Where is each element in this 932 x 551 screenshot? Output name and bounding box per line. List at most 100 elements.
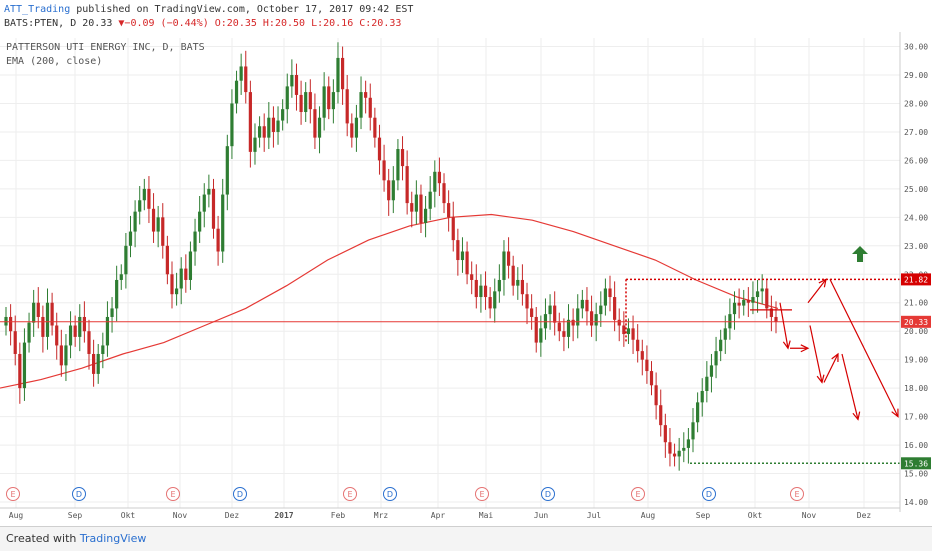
event-marker-e <box>790 487 804 501</box>
x-tick-label: Dez <box>225 511 240 520</box>
ema-layer <box>0 213 779 389</box>
candle-body <box>594 314 598 326</box>
candle-body <box>373 117 377 138</box>
candle-body <box>423 208 428 224</box>
y-tick-label: 23.00 <box>904 242 928 251</box>
candle-body <box>608 288 612 298</box>
candle-body <box>649 371 654 386</box>
candle-body <box>64 345 68 366</box>
candle-body <box>396 149 400 181</box>
candle-body <box>391 180 395 201</box>
x-tick-label: Sep <box>68 511 83 520</box>
event-marker-e <box>343 487 357 501</box>
event-label: D <box>545 490 551 499</box>
tradingview-brand[interactable]: TradingView <box>79 532 147 545</box>
candle-body <box>543 314 548 329</box>
y-tick-label: 14.00 <box>904 498 928 507</box>
candle-body <box>663 425 667 443</box>
candle-body <box>188 251 193 280</box>
price-axis[interactable]: 30.00 29.00 28.00 27.00 26.00 25.00 24.00 23.00… <box>899 32 931 512</box>
candle-body <box>244 66 248 93</box>
candle-body <box>4 316 8 326</box>
candle-body <box>755 291 760 298</box>
candle-body <box>539 328 543 343</box>
candle-body <box>672 453 677 457</box>
candle-body <box>230 103 234 147</box>
x-tick-label: Aug <box>9 511 24 520</box>
candle-body <box>36 302 40 317</box>
projection-arrow-4-head <box>891 408 899 418</box>
candle-body <box>124 245 128 275</box>
candle-body <box>119 274 123 280</box>
candle-body <box>714 351 718 366</box>
projection-arrow-7-head <box>852 411 861 421</box>
candle-body <box>511 265 515 286</box>
candle-body <box>322 86 326 118</box>
candle-body <box>364 92 368 98</box>
footer: Created with TradingView <box>0 526 932 551</box>
candle-body <box>520 279 525 295</box>
candle-body <box>32 302 36 323</box>
projection-arrow-3-head <box>818 278 827 288</box>
candle-body <box>387 180 391 201</box>
y-tick-label: 30.00 <box>904 43 928 52</box>
time-axis[interactable]: Aug Sep Okt Nov Dez 2017 Feb Mrz Apr Mai Jun Jul Aug… <box>0 507 900 520</box>
candle-body <box>405 166 409 204</box>
y-tick-label: 26.00 <box>904 156 928 165</box>
event-label: D <box>237 490 243 499</box>
candle-body <box>603 288 608 306</box>
chart-header: ATT_Trading published on TradingView.com… <box>0 0 932 30</box>
candle-body <box>179 268 183 289</box>
candle-body <box>428 191 432 209</box>
event-marker-d <box>702 487 716 501</box>
candle-body <box>299 94 303 113</box>
projection-arrow-1-head <box>782 340 791 350</box>
candle-body <box>400 149 405 167</box>
candle-body <box>313 109 317 138</box>
candle-body <box>700 390 704 403</box>
candle-body <box>55 325 59 346</box>
event-marker-d <box>72 487 86 501</box>
candle-body <box>382 160 386 181</box>
y-tick-label: 20.00 <box>904 327 928 336</box>
candle-body <box>728 314 732 329</box>
candle-body <box>502 251 506 280</box>
y-tick-label: 19.00 <box>904 356 928 365</box>
author-link[interactable]: ATT_Trading <box>4 4 71 15</box>
x-tick-label: Sep <box>696 511 711 520</box>
candle-body <box>193 231 197 252</box>
candle-body <box>654 385 658 406</box>
candle-body <box>636 339 640 352</box>
candle-body <box>659 405 663 426</box>
candle-body <box>530 308 534 317</box>
candle-body <box>460 251 465 261</box>
created-with-text: Created with <box>6 532 77 545</box>
candle-body <box>631 328 635 340</box>
candle-body <box>267 117 271 138</box>
candle-body <box>133 211 137 232</box>
candle-body <box>41 316 45 337</box>
x-tick-label: Aug <box>641 511 656 520</box>
support-price-label-bg <box>901 457 931 470</box>
candle-body <box>696 402 700 423</box>
support-price-label: 15.36 <box>904 459 928 468</box>
price-chart[interactable]: E D E D E D E D E D E 30.00 29.00 28.00 27.00 26.00 25.… <box>0 32 932 524</box>
candle-body <box>668 442 672 454</box>
candle-body <box>276 120 280 132</box>
x-tick-label: Mrz <box>374 511 389 520</box>
candle-body <box>442 183 446 204</box>
candle-body <box>285 86 289 110</box>
candle-body <box>207 188 211 195</box>
candle-body <box>336 57 340 93</box>
candle-body <box>50 302 54 326</box>
event-label: D <box>706 490 712 499</box>
y-tick-label: 29.00 <box>904 71 928 80</box>
candle-body <box>677 450 681 457</box>
up-arrow-icon <box>852 246 868 262</box>
candle-body <box>691 422 695 440</box>
candle-body <box>493 291 497 309</box>
x-tick-label: Nov <box>173 511 188 520</box>
candle-body <box>59 345 63 366</box>
candle-body <box>78 316 82 337</box>
